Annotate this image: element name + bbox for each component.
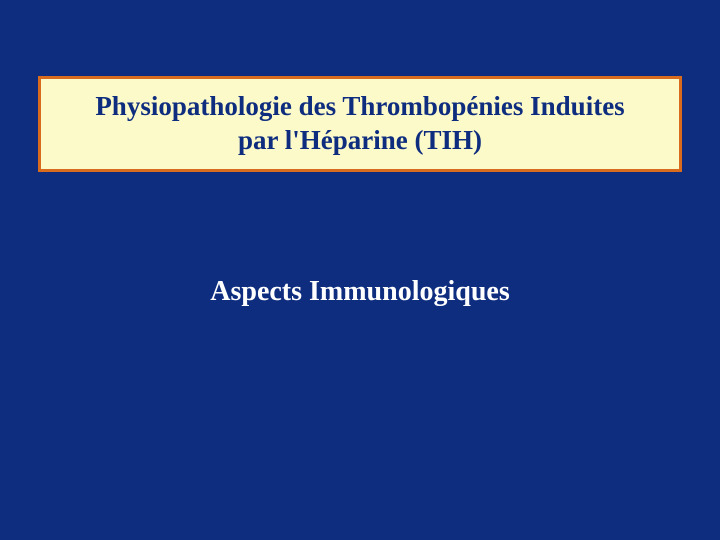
subtitle: Aspects Immunologiques [0, 276, 720, 308]
title-line-1: Physiopathologie des Thrombopénies Indui… [95, 90, 624, 124]
title-box: Physiopathologie des Thrombopénies Indui… [38, 76, 682, 172]
title-line-2: par l'Héparine (TIH) [238, 124, 482, 158]
